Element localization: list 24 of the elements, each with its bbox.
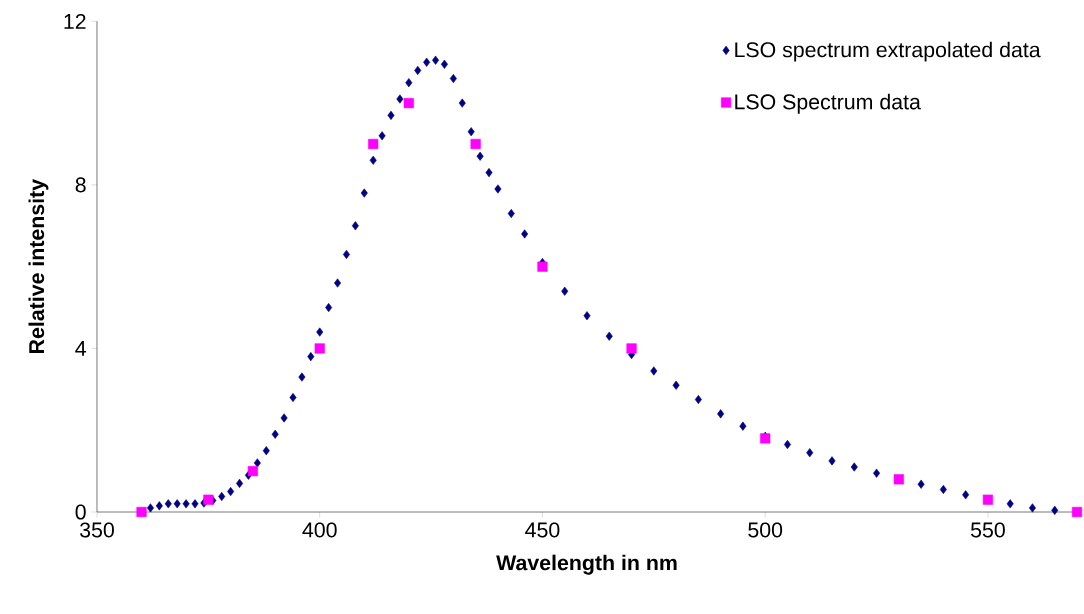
y-tick-label: 12 [64, 13, 86, 29]
x-tick-label: 350 [80, 522, 114, 538]
point [537, 261, 548, 272]
x-tick-label: 400 [302, 522, 337, 538]
point [470, 138, 481, 150]
point [626, 343, 637, 354]
point [368, 138, 379, 150]
x-tick-label: 500 [748, 522, 783, 538]
point [136, 506, 147, 518]
point [314, 343, 325, 354]
x-axis-title: Wavelength in nm [496, 554, 677, 575]
y-tick-label: 8 [75, 177, 86, 193]
legend-label: LSO spectrum extrapolated data [735, 41, 1041, 62]
point [893, 474, 904, 485]
y-tick-label: 4 [75, 341, 86, 356]
point [1071, 506, 1083, 518]
legend-label: LSO Spectrum data [735, 93, 921, 114]
y-tick-label: 0 [75, 504, 86, 520]
x-tick-label: 450 [525, 522, 560, 538]
point [203, 494, 214, 505]
point [403, 98, 414, 109]
point [982, 494, 993, 505]
y-axis-title: Relative intensity [28, 179, 49, 353]
x-tick-label: 550 [970, 522, 1005, 538]
